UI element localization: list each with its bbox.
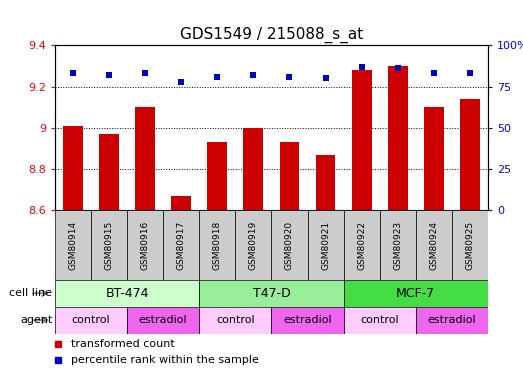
Bar [380, 210, 416, 280]
Bar [416, 307, 488, 334]
Text: control: control [216, 315, 255, 325]
Bar [460, 99, 480, 210]
Text: GSM80924: GSM80924 [429, 220, 438, 270]
Bar [316, 154, 335, 210]
Text: estradiol: estradiol [428, 315, 476, 325]
Text: T47-D: T47-D [253, 287, 290, 300]
Bar [271, 307, 344, 334]
Bar [91, 210, 127, 280]
Text: GSM80916: GSM80916 [141, 220, 150, 270]
Text: estradiol: estradiol [283, 315, 332, 325]
Text: GSM80921: GSM80921 [321, 220, 330, 270]
Text: GSM80918: GSM80918 [213, 220, 222, 270]
Bar [163, 210, 199, 280]
Bar [199, 210, 235, 280]
Bar [55, 307, 127, 334]
Bar [416, 210, 452, 280]
Bar [344, 210, 380, 280]
Bar [452, 210, 488, 280]
Bar [172, 196, 191, 210]
Bar [135, 107, 155, 210]
Bar [127, 210, 163, 280]
Bar [235, 210, 271, 280]
Title: GDS1549 / 215088_s_at: GDS1549 / 215088_s_at [180, 26, 363, 43]
Bar [199, 307, 271, 334]
Text: agent: agent [20, 315, 52, 325]
Text: percentile rank within the sample: percentile rank within the sample [71, 354, 259, 364]
Text: GSM80925: GSM80925 [465, 220, 474, 270]
Bar [344, 307, 416, 334]
Bar [127, 307, 199, 334]
Bar [99, 134, 119, 210]
Text: GSM80920: GSM80920 [285, 220, 294, 270]
Text: transformed count: transformed count [71, 339, 175, 349]
Bar [55, 280, 199, 307]
Bar [244, 128, 263, 210]
Bar [388, 66, 407, 210]
Bar [271, 210, 308, 280]
Text: MCF-7: MCF-7 [396, 287, 435, 300]
Text: GSM80922: GSM80922 [357, 220, 366, 270]
Text: GSM80917: GSM80917 [177, 220, 186, 270]
Bar [55, 210, 91, 280]
Text: cell line: cell line [9, 288, 52, 298]
Text: GSM80914: GSM80914 [69, 220, 77, 270]
Bar [63, 126, 83, 210]
Bar [344, 280, 488, 307]
Bar [199, 280, 344, 307]
Text: BT-474: BT-474 [105, 287, 149, 300]
Text: GSM80919: GSM80919 [249, 220, 258, 270]
Text: GSM80923: GSM80923 [393, 220, 402, 270]
Bar [308, 210, 344, 280]
Text: control: control [72, 315, 110, 325]
Bar [424, 107, 444, 210]
Bar [208, 142, 227, 210]
Text: estradiol: estradiol [139, 315, 187, 325]
Bar [352, 70, 371, 210]
Text: GSM80915: GSM80915 [105, 220, 113, 270]
Bar [280, 142, 299, 210]
Text: control: control [360, 315, 399, 325]
